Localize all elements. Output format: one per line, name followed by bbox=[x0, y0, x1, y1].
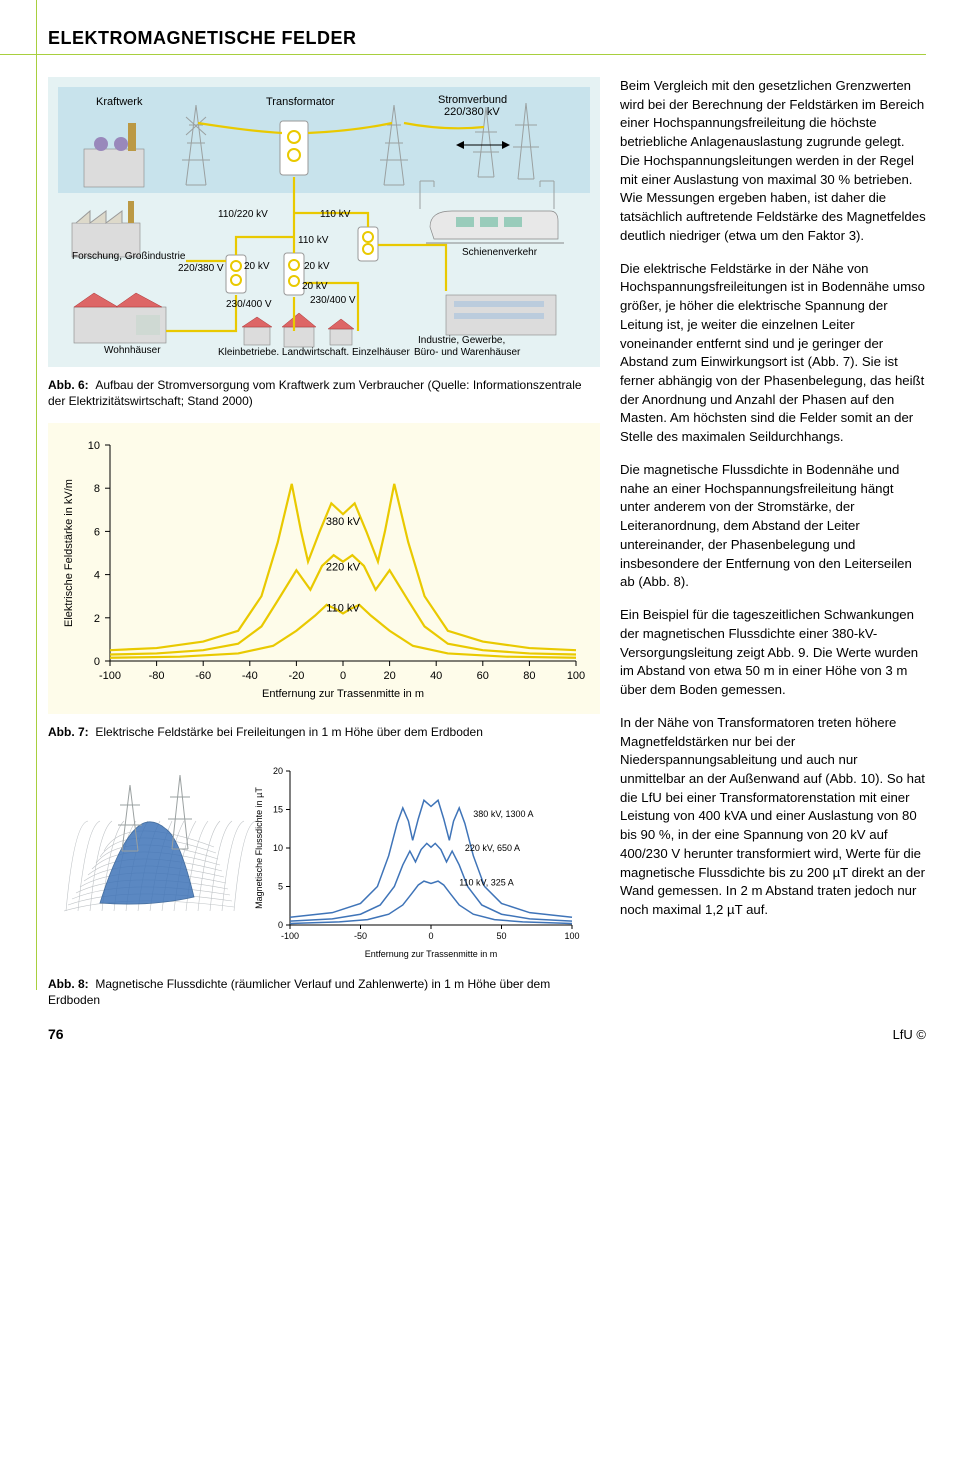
svg-text:Entfernung zur Trassenmitte in: Entfernung zur Trassenmitte in m bbox=[365, 949, 498, 959]
svg-text:0: 0 bbox=[340, 670, 346, 682]
para-3: Die magnetische Flussdichte in Bodennähe… bbox=[620, 461, 926, 592]
svg-text:50: 50 bbox=[496, 931, 506, 941]
svg-text:Industrie, Gewerbe,: Industrie, Gewerbe, bbox=[418, 335, 505, 346]
svg-text:110 kV: 110 kV bbox=[298, 235, 329, 246]
right-column: Beim Vergleich mit den gesetzlichen Gren… bbox=[620, 77, 926, 1008]
figure-6-svg: Kraftwerk Transformator Stromverbund 220… bbox=[58, 87, 590, 355]
svg-text:20: 20 bbox=[383, 670, 395, 682]
svg-text:-80: -80 bbox=[149, 670, 165, 682]
lbl-transformator: Transformator bbox=[266, 96, 335, 108]
figure-8-caption: Abb. 8: Magnetische Flussdichte (räumlic… bbox=[48, 976, 600, 1008]
svg-text:-100: -100 bbox=[99, 670, 121, 682]
svg-text:230/400 V: 230/400 V bbox=[310, 295, 356, 306]
svg-text:5: 5 bbox=[278, 881, 283, 891]
page-number: 76 bbox=[48, 1026, 64, 1042]
para-1: Beim Vergleich mit den gesetzlichen Gren… bbox=[620, 77, 926, 246]
svg-text:20 kV: 20 kV bbox=[304, 261, 330, 272]
svg-text:-40: -40 bbox=[242, 670, 258, 682]
svg-text:380 kV, 1300 A: 380 kV, 1300 A bbox=[473, 809, 533, 819]
svg-text:15: 15 bbox=[273, 804, 283, 814]
green-rule-horizontal bbox=[0, 54, 926, 55]
figure-8-svg: 0 5 10 15 20 -100 -50 0 50 100 380 kV, 1300 A 220 k… bbox=[48, 763, 582, 963]
svg-text:220/380 V: 220/380 V bbox=[178, 263, 224, 274]
svg-text:110 kV, 325 A: 110 kV, 325 A bbox=[459, 877, 514, 887]
svg-text:Entfernung zur Trassenmitte in: Entfernung zur Trassenmitte in m bbox=[262, 688, 424, 700]
figure-6-panel: Kraftwerk Transformator Stromverbund 220… bbox=[48, 77, 600, 367]
svg-text:0: 0 bbox=[94, 656, 100, 668]
figure-7-panel: 0 2 4 6 8 10 -100 -80 -60 -40 -20 0 20 40 60 80 100 380 k… bbox=[48, 423, 600, 714]
svg-text:10: 10 bbox=[273, 843, 283, 853]
svg-text:100: 100 bbox=[564, 931, 579, 941]
lbl-wohn: Wohnhäuser bbox=[104, 345, 161, 355]
svg-text:Magnetische Flussdichte in µT: Magnetische Flussdichte in µT bbox=[254, 786, 264, 908]
svg-text:80: 80 bbox=[523, 670, 535, 682]
svg-text:6: 6 bbox=[94, 527, 100, 539]
svg-text:Elektrische Feldstärke in kV/m: Elektrische Feldstärke in kV/m bbox=[63, 479, 75, 627]
svg-text:40: 40 bbox=[430, 670, 442, 682]
svg-text:20 kV: 20 kV bbox=[302, 281, 328, 292]
svg-text:Büro- und Warenhäuser: Büro- und Warenhäuser bbox=[414, 347, 521, 355]
green-rule-vertical bbox=[36, 0, 37, 990]
svg-text:110 kV: 110 kV bbox=[320, 209, 351, 220]
svg-text:2: 2 bbox=[94, 613, 100, 625]
svg-text:-20: -20 bbox=[288, 670, 304, 682]
lbl-schiene: Schienenverkehr bbox=[462, 247, 538, 258]
svg-text:-100: -100 bbox=[281, 931, 299, 941]
page-title: ELEKTROMAGNETISCHE FELDER bbox=[48, 28, 926, 49]
svg-text:4: 4 bbox=[94, 570, 100, 582]
lbl-klein: Kleinbetriebe, Landwirtschaft, Einzelhäu… bbox=[218, 347, 410, 355]
svg-text:20: 20 bbox=[273, 766, 283, 776]
svg-text:8: 8 bbox=[94, 484, 100, 496]
svg-text:-60: -60 bbox=[195, 670, 211, 682]
figure-8-panel: 0 5 10 15 20 -100 -50 0 50 100 380 kV, 1300 A 220 k… bbox=[48, 763, 600, 966]
svg-text:-50: -50 bbox=[354, 931, 367, 941]
svg-text:220 kV: 220 kV bbox=[326, 562, 361, 574]
figure-7-svg: 0 2 4 6 8 10 -100 -80 -60 -40 -20 0 20 40 60 80 100 380 k… bbox=[56, 435, 590, 703]
left-column: Kraftwerk Transformator Stromverbund 220… bbox=[48, 77, 600, 1008]
page-source: LfU © bbox=[893, 1027, 926, 1042]
svg-text:60: 60 bbox=[477, 670, 489, 682]
svg-text:0: 0 bbox=[428, 931, 433, 941]
svg-text:110 kV: 110 kV bbox=[326, 603, 360, 615]
svg-text:220/380 kV: 220/380 kV bbox=[444, 106, 500, 118]
svg-text:220 kV, 650 A: 220 kV, 650 A bbox=[465, 843, 520, 853]
page-footer: 76 LfU © bbox=[48, 1026, 926, 1042]
lbl-stromverbund-1: Stromverbund bbox=[438, 94, 507, 106]
lbl-forschung: Forschung, Großindustrie bbox=[72, 251, 186, 262]
lbl-kraftwerk: Kraftwerk bbox=[96, 96, 143, 108]
svg-text:100: 100 bbox=[567, 670, 585, 682]
svg-text:380 kV: 380 kV bbox=[326, 516, 361, 528]
para-4: Ein Beispiel für die tageszeitlichen Sch… bbox=[620, 606, 926, 700]
svg-text:0: 0 bbox=[278, 920, 283, 930]
svg-text:10: 10 bbox=[88, 440, 100, 452]
svg-text:110/220 kV: 110/220 kV bbox=[218, 209, 268, 220]
para-5: In der Nähe von Transformatoren treten h… bbox=[620, 714, 926, 920]
para-2: Die elektrische Feldstärke in der Nähe v… bbox=[620, 260, 926, 447]
svg-text:20 kV: 20 kV bbox=[244, 261, 270, 272]
figure-6-caption: Abb. 6: Aufbau der Stromversorgung vom K… bbox=[48, 377, 600, 409]
svg-text:230/400 V: 230/400 V bbox=[226, 299, 272, 310]
figure-7-caption: Abb. 7: Elektrische Feldstärke bei Freil… bbox=[48, 724, 600, 740]
